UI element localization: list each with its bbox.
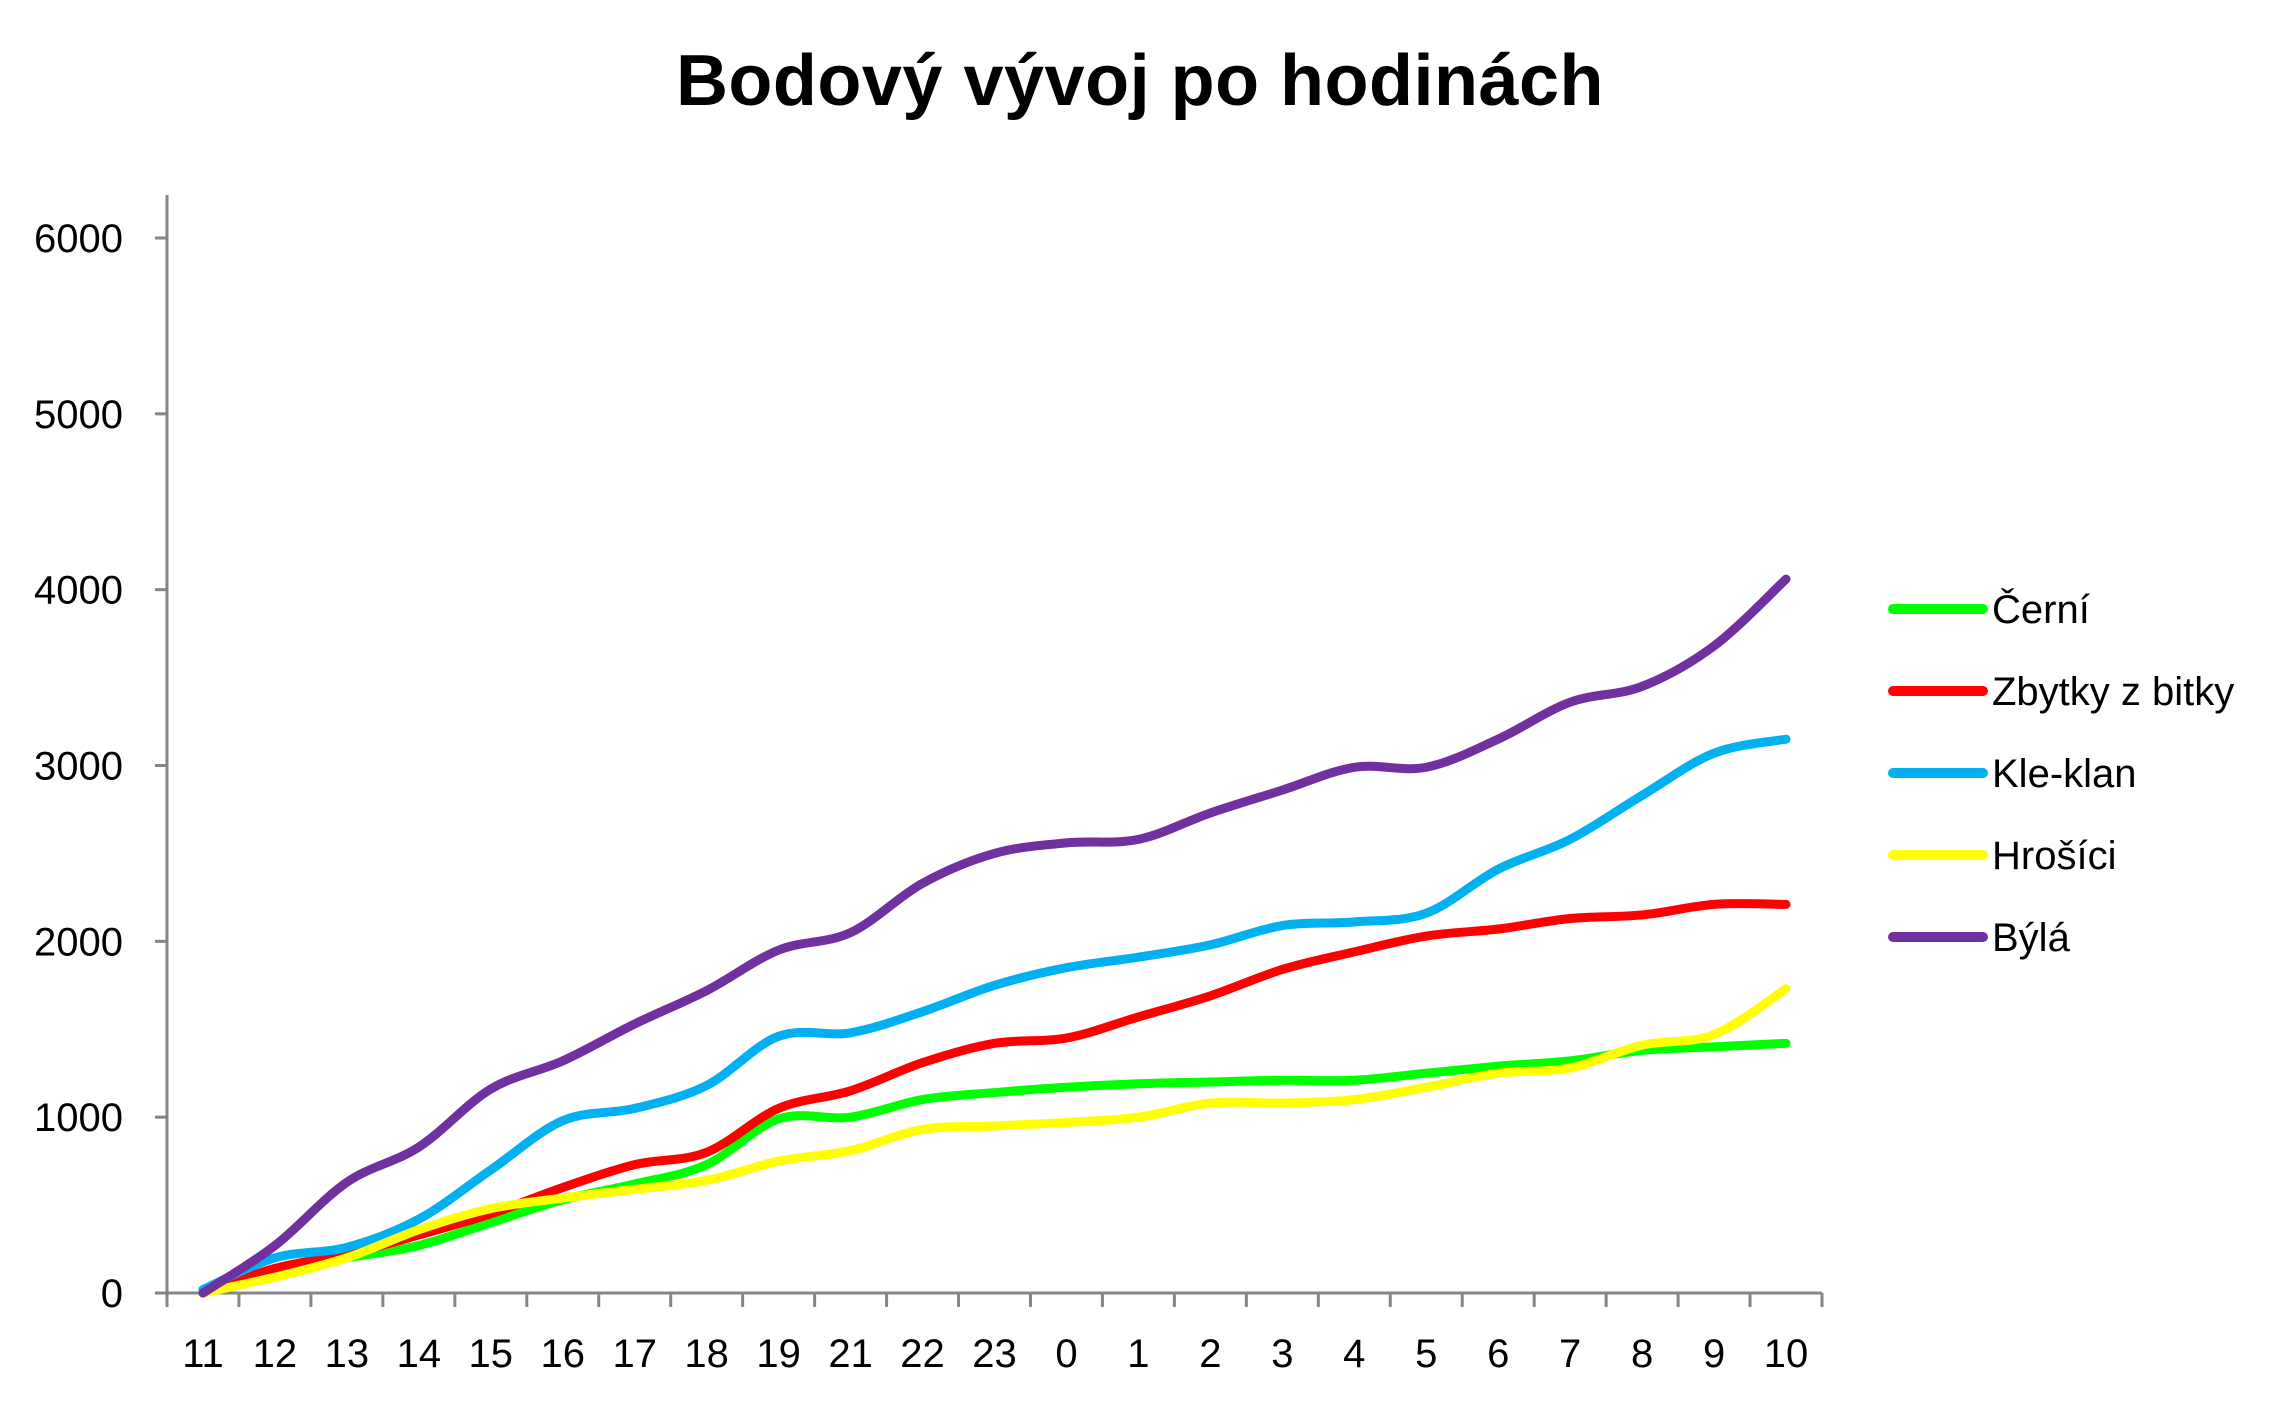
- x-tick-label: 10: [1764, 1332, 1809, 1376]
- x-tick-label: 11: [182, 1332, 224, 1376]
- y-tick-label: 1000: [34, 1096, 123, 1140]
- x-tick-label: 13: [325, 1332, 370, 1376]
- x-tick-label: 22: [900, 1332, 945, 1376]
- y-tick-label: 2000: [34, 920, 123, 964]
- x-tick-label: 16: [541, 1332, 586, 1376]
- x-tick-label: 19: [756, 1332, 801, 1376]
- x-tick-label: 8: [1631, 1332, 1653, 1376]
- series-line-býlá: [198, 574, 1791, 1298]
- series-line-hrošíci: [198, 984, 1791, 1298]
- x-tick-label: 1: [1127, 1332, 1149, 1376]
- legend: Černí Zbytky z bitky Kle-klan Hrošíci Býlá: [1888, 587, 2234, 960]
- x-tick-label: 17: [612, 1332, 657, 1376]
- x-tick-label: 9: [1703, 1332, 1725, 1376]
- x-tick-label: 4: [1343, 1332, 1365, 1376]
- series-line-zbytky-z-bitky: [198, 899, 1791, 1298]
- x-tick-label: 2: [1199, 1332, 1221, 1376]
- x-tick-label: 6: [1487, 1332, 1509, 1376]
- x-tick-label: 15: [469, 1332, 514, 1376]
- legend-label: Zbytky z bitky: [1992, 670, 2234, 714]
- legend-label: Býlá: [1992, 916, 2071, 960]
- x-tick-label: 3: [1271, 1332, 1293, 1376]
- x-tick-label: 0: [1055, 1332, 1077, 1376]
- x-tick-label: 14: [397, 1332, 442, 1376]
- y-tick-label: 5000: [34, 393, 123, 437]
- legend-label: Hrošíci: [1992, 834, 2116, 878]
- y-tick-label: 0: [101, 1272, 123, 1316]
- x-tick-label: 23: [972, 1332, 1017, 1376]
- x-tick-label: 21: [828, 1332, 873, 1376]
- series-line-kle-klan: [198, 734, 1791, 1294]
- x-tick-label: 5: [1415, 1332, 1437, 1376]
- y-tick-label: 3000: [34, 745, 123, 789]
- series-lines: [198, 574, 1791, 1298]
- x-tick-label: 18: [684, 1332, 729, 1376]
- chart-title: Bodový vývoj po hodinách: [675, 41, 1605, 121]
- x-tick-label: 7: [1559, 1332, 1581, 1376]
- x-tick-label: 12: [253, 1332, 298, 1376]
- legend-label: Kle-klan: [1992, 752, 2137, 796]
- y-tick-label: 6000: [34, 217, 123, 261]
- series-line-černí: [198, 1038, 1791, 1294]
- legend-label: Černí: [1992, 587, 2090, 632]
- y-tick-label: 4000: [34, 569, 123, 613]
